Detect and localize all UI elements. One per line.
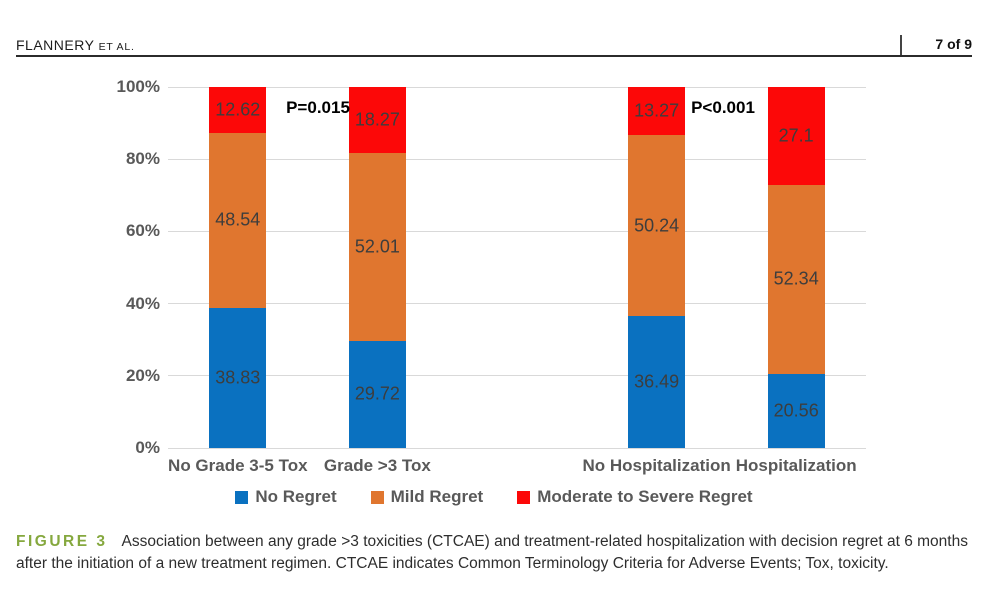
- x-axis-category-label: No Grade 3-5 Tox: [168, 456, 308, 475]
- gridline-80%: [168, 158, 866, 160]
- bar-segment: [767, 87, 825, 185]
- legend-item: Mild Regret: [370, 487, 484, 507]
- bar-value-label: 13.27: [634, 100, 680, 121]
- bar-value-label: 38.83: [215, 367, 261, 388]
- x-axis-category-label: No Hospitalization: [582, 456, 731, 475]
- legend-label: Mild Regret: [390, 487, 484, 506]
- bar-segment: [767, 373, 825, 448]
- legend-label: No Regret: [255, 487, 337, 506]
- bar-segment: [628, 316, 686, 448]
- bar-value-label: 52.34: [773, 268, 819, 289]
- bar-value-label: 48.54: [215, 209, 261, 230]
- gridline-20%: [168, 375, 866, 377]
- legend-item: No Regret: [235, 487, 337, 507]
- figure-chart: 0% 20% 40% 60% 80% 100% 38.83 48.54 12.62 No Grad…: [116, 77, 866, 475]
- bar-segment: [209, 132, 267, 308]
- legend-swatch: [517, 490, 531, 504]
- bar-value-label: 20.56: [773, 400, 819, 421]
- header-vertical-divider: [900, 35, 902, 55]
- bar-segment: [209, 87, 267, 133]
- figure-caption: FIGURE 3 Association between any grade >3…: [16, 531, 974, 576]
- y-axis-tick-label: 40%: [125, 293, 160, 313]
- y-axis-tick-label: 0%: [135, 438, 160, 457]
- legend-item: Moderate to Severe Regret: [517, 487, 753, 507]
- figure-caption-text: Association between any grade >3 toxicit…: [16, 533, 968, 573]
- figure-caption-label: FIGURE 3: [16, 533, 108, 550]
- p-value-annotation: P=0.015: [286, 98, 350, 117]
- bar-segment: [209, 307, 267, 448]
- legend-label: Moderate to Severe Regret: [537, 487, 753, 506]
- x-axis-category-label: Grade >3 Tox: [323, 456, 431, 475]
- x-axis-category-label: Hospitalization: [735, 456, 857, 475]
- p-value-annotation: P<0.001: [691, 98, 755, 117]
- running-head-etal: ET AL.: [98, 41, 135, 53]
- bar-value-label: 52.01: [354, 236, 400, 257]
- bar-segment: [348, 87, 406, 153]
- y-axis-tick-label: 60%: [125, 221, 160, 241]
- y-axis-tick-label: 100%: [116, 77, 160, 96]
- gridline-100%: [168, 86, 866, 88]
- gridline-40%: [168, 303, 866, 305]
- y-axis-tick-label: 80%: [125, 149, 160, 169]
- chart-legend: No Regret Mild Regret Moderate to Severe R…: [0, 487, 988, 507]
- running-head: FLANNERY ET AL.: [16, 37, 135, 53]
- bar-value-label: 12.62: [215, 99, 261, 120]
- bar-segment: [628, 87, 686, 135]
- gridline-0%: [168, 447, 866, 449]
- bar-value-label: 18.27: [354, 109, 400, 130]
- bar-segment: [348, 340, 406, 448]
- bar-segment: [628, 134, 686, 317]
- bar-value-label: 29.72: [354, 383, 400, 404]
- y-axis-tick-label: 20%: [125, 365, 160, 385]
- gridline-60%: [168, 230, 866, 232]
- bar-value-label: 36.49: [634, 371, 680, 392]
- legend-swatch: [370, 490, 384, 504]
- bar-segment: [767, 184, 825, 374]
- bar-value-label: 27.1: [778, 125, 814, 146]
- bar-segment: [348, 152, 406, 341]
- running-head-author: FLANNERY: [16, 37, 95, 53]
- page-number: 7 of 9: [935, 36, 972, 52]
- legend-swatch: [235, 490, 249, 504]
- bar-value-label: 50.24: [634, 215, 680, 236]
- header-rule: [16, 55, 972, 57]
